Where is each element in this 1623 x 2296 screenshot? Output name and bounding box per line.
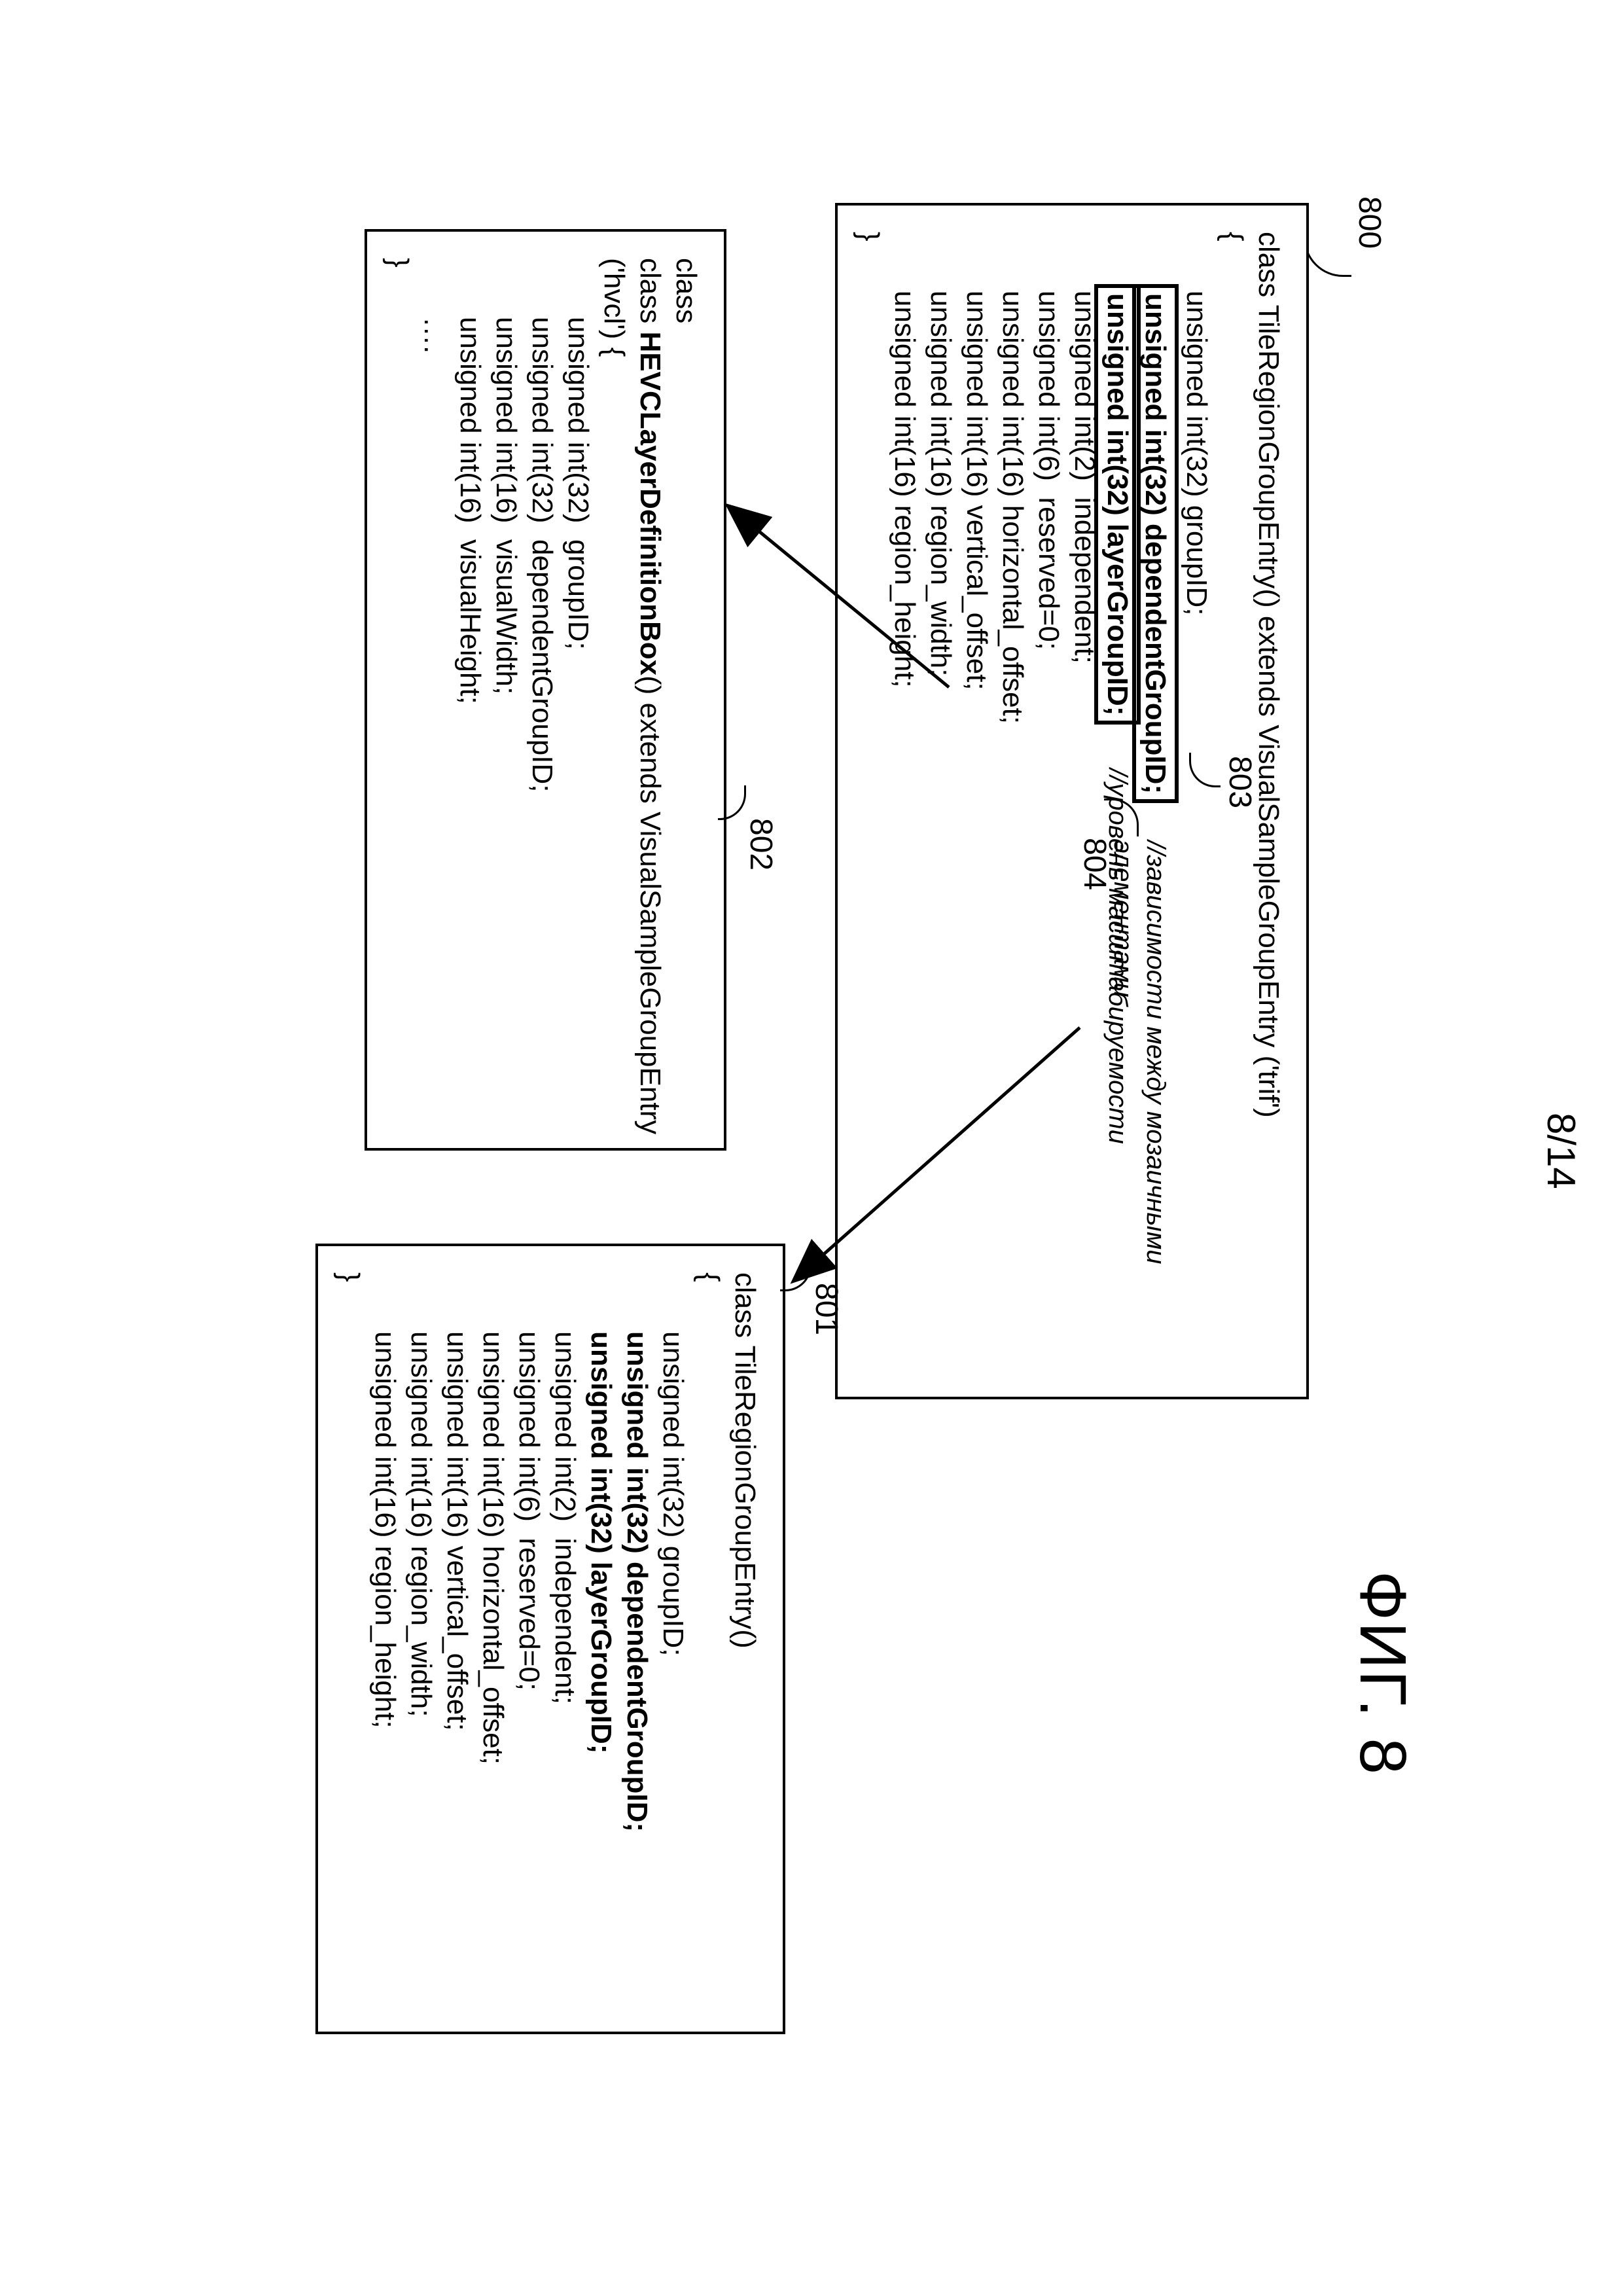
box801-hl2: unsigned int(32) layerGroupID; [583, 1272, 619, 2005]
box800-hl2: unsigned int(32) layerGroupID; [1094, 284, 1141, 725]
ref-804: 804 [1077, 838, 1113, 890]
box800-l1: unsigned int(32) groupID; [1179, 232, 1215, 1371]
box801-close: } [333, 1272, 365, 1282]
box801-l4: unsigned int(16) horizontal_offset; [475, 1272, 511, 2005]
ref-803: 803 [1222, 756, 1258, 808]
box801-hl1: unsigned int(32) dependentGroupID; [619, 1272, 655, 2005]
box-802: class class HEVCLayerDefinitionBox() ext… [365, 229, 726, 1151]
box800-l5: unsigned int(16) vertical_offset; [959, 232, 995, 1371]
box801-l1: unsigned int(32) groupID; [655, 1272, 691, 2005]
box800-l6: unsigned int(16) region_width; [923, 232, 959, 1371]
box802-l5: …. [416, 258, 452, 1122]
box802-l2: unsigned int(32) dependentGroupID; [524, 258, 560, 1122]
lead-curve-800 [1304, 229, 1351, 277]
box800-l4: unsigned int(16) horizontal_offset; [995, 232, 1031, 1371]
page-rotated: 8/14 ФИГ. 8 800 class TileRegionGroupEnt… [0, 0, 1623, 1623]
box801-open: { [693, 1272, 725, 1282]
box800-open: { [1217, 232, 1249, 242]
box802-l4: unsigned int(16) visualHeight; [452, 258, 488, 1122]
box801-l3: unsigned int(6) reserved=0; [511, 1272, 547, 2005]
box800-close: } [853, 232, 885, 242]
ref-801: 801 [808, 1283, 844, 1335]
box800-l3: unsigned int(6) reserved=0; [1031, 232, 1067, 1371]
lead-801 [780, 1257, 812, 1291]
box800-decl: class TileRegionGroupEntry() extends Vis… [1253, 232, 1285, 1118]
box801-l2: unsigned int(2) independent; [547, 1272, 583, 2005]
box801-l5: unsigned int(16) vertical_offset; [439, 1272, 475, 2005]
lead-802 [718, 785, 746, 820]
page-number: 8/14 [1539, 1113, 1584, 1189]
figure-title: ФИГ. 8 [1345, 1571, 1420, 1776]
box801-decl: class TileRegionGroupEntry() [729, 1272, 761, 1649]
box802-l3: unsigned int(16) visualWidth; [488, 258, 524, 1122]
box801-l7: unsigned int(16) region_height; [367, 1272, 403, 2005]
box802-decl2: ('hvcl') { [598, 258, 630, 357]
box801-l6: unsigned int(16) region_width; [403, 1272, 439, 2005]
ref-800: 800 [1351, 196, 1387, 249]
box800-l7: unsigned int(16) region_height; [887, 232, 923, 1371]
box802-l1: unsigned int(32) groupID; [560, 258, 596, 1122]
box802-decl1: class class HEVCLayerDefinitionBox() ext… [670, 258, 702, 331]
box802-decl-render: class HEVCLayerDefinitionBox() extends V… [634, 258, 666, 1134]
arrows-svg [0, 0, 1623, 2296]
box-801: class TileRegionGroupEntry() { unsigned … [315, 1244, 785, 2034]
box802-close: } [382, 258, 414, 268]
canvas: 8/14 ФИГ. 8 800 class TileRegionGroupEnt… [0, 0, 1623, 2296]
ref-802: 802 [743, 818, 779, 870]
